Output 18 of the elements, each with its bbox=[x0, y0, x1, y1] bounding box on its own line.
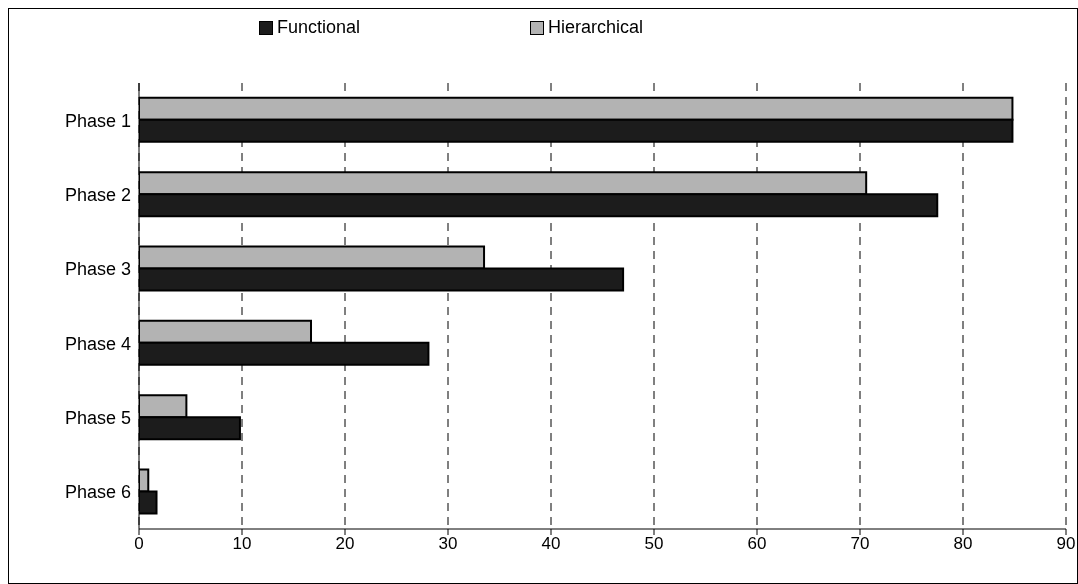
legend-label: Hierarchical bbox=[548, 17, 644, 38]
x-tick-label: 20 bbox=[335, 534, 355, 554]
legend-label: Functional bbox=[277, 17, 361, 38]
y-tick-label: Phase 5 bbox=[64, 407, 131, 428]
x-tick-label: 30 bbox=[438, 534, 458, 554]
x-tick-label: 60 bbox=[747, 534, 767, 554]
x-tick-label: 0 bbox=[134, 534, 144, 554]
x-tick-label: 80 bbox=[953, 534, 973, 554]
y-tick-label: Phase 6 bbox=[64, 482, 131, 503]
y-tick-label: Phase 3 bbox=[64, 259, 131, 280]
x-tick-label: 40 bbox=[541, 534, 561, 554]
x-tick-label: 90 bbox=[1056, 534, 1076, 554]
x-tick-label: 50 bbox=[644, 534, 664, 554]
y-tick-label: Phase 2 bbox=[64, 184, 131, 205]
x-tick-label: 70 bbox=[850, 534, 870, 554]
y-tick-label: Phase 1 bbox=[64, 110, 131, 131]
x-tick-label: 10 bbox=[232, 534, 252, 554]
y-tick-label: Phase 4 bbox=[64, 333, 131, 354]
